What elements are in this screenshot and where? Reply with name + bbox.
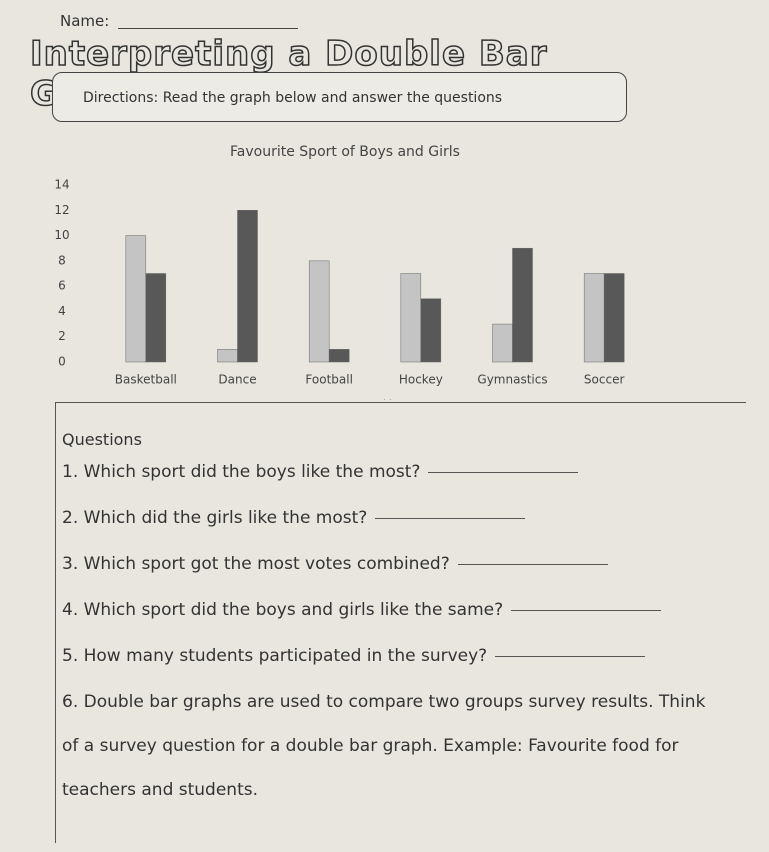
bar: [400, 273, 422, 363]
bar: [328, 349, 350, 363]
x-tick-label: Hockey: [399, 373, 443, 387]
question-text: 3. Which sport got the most votes combin…: [62, 554, 450, 574]
question-text: 4. Which sport did the boys and girls li…: [62, 600, 504, 620]
answer-blank[interactable]: [495, 655, 646, 657]
bar: [492, 323, 513, 363]
answer-blank[interactable]: [428, 471, 579, 473]
y-tick-label: 2: [58, 329, 66, 343]
bar: [603, 273, 625, 363]
question: 2. Which did the girls like the most?: [62, 496, 722, 540]
x-tick-label: Soccer: [584, 373, 625, 387]
chart-title: Favourite Sport of Boys and Girls: [230, 144, 460, 160]
y-tick-label: 6: [58, 279, 66, 293]
answer-blank[interactable]: [375, 517, 526, 519]
x-tick-label: Gymnastics: [477, 373, 547, 387]
answer-blank[interactable]: [511, 609, 662, 611]
name-label: Name:: [60, 12, 110, 30]
bar: [237, 210, 258, 363]
question-text: 2. Which did the girls like the most?: [62, 508, 368, 528]
x-tick-label: Dance: [218, 373, 256, 387]
bar: [512, 247, 533, 363]
question: 5. How many students participated in the…: [62, 634, 722, 678]
y-tick-label: 12: [54, 203, 69, 217]
questions-box: [55, 402, 746, 843]
x-tick-label: Football: [305, 373, 353, 387]
bar: [145, 273, 167, 363]
question: 1. Which sport did the boys like the mos…: [62, 450, 722, 494]
legend-label: Boys: [331, 400, 353, 401]
question-text: 1. Which sport did the boys like the mos…: [62, 462, 421, 482]
y-tick-label: 10: [54, 228, 69, 242]
bar: [125, 235, 147, 363]
bar: [583, 273, 605, 363]
y-tick-label: 8: [58, 253, 66, 267]
question: 4. Which sport did the boys and girls li…: [62, 588, 722, 632]
question-text: 6. Double bar graphs are used to compare…: [62, 692, 706, 800]
y-tick-label: 14: [54, 178, 69, 192]
directions: Directions: Read the graph below and ans…: [52, 72, 627, 122]
x-tick-label: Basketball: [115, 373, 177, 387]
name-line: [118, 28, 298, 29]
answer-blank[interactable]: [457, 563, 608, 565]
chart: Favourite Sport of Boys and Girls 0 2 4 6 8 1…: [54, 144, 625, 401]
legend-label: Girls: [376, 400, 397, 401]
question-text: 5. How many students participated in the…: [62, 646, 488, 666]
question: 6. Double bar graphs are used to compare…: [62, 680, 722, 812]
bar: [217, 349, 238, 363]
bar: [420, 298, 442, 363]
y-tick-label: 0: [58, 355, 66, 369]
questions-heading: Questions: [62, 430, 142, 449]
bar: [308, 260, 330, 363]
y-tick-label: 4: [58, 304, 66, 318]
question: 3. Which sport got the most votes combin…: [62, 542, 722, 586]
